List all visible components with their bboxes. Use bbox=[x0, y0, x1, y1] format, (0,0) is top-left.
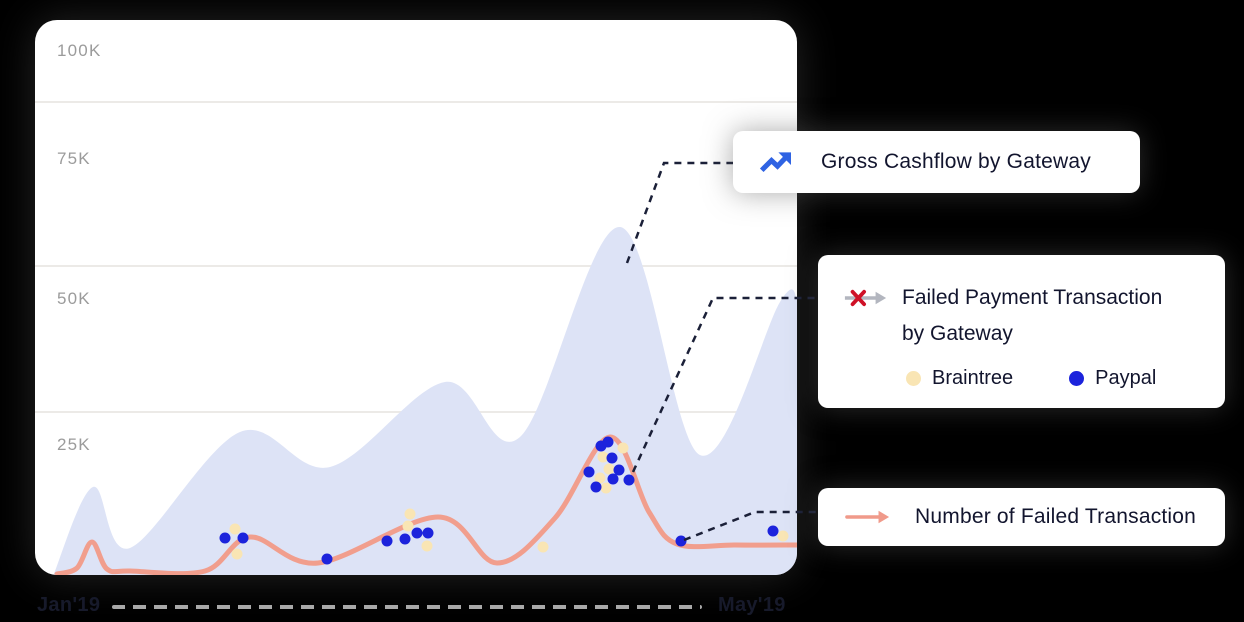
scatter-dot-paypal bbox=[583, 466, 595, 478]
scatter-dot-paypal bbox=[422, 527, 434, 539]
right-arrow-icon bbox=[845, 509, 891, 525]
line-series-failed-count bbox=[54, 434, 797, 575]
callout-failed-count[interactable]: Number of Failed Transaction bbox=[818, 488, 1225, 546]
scatter-dot-braintree bbox=[777, 530, 789, 542]
x-axis-label-end: May'19 bbox=[718, 594, 786, 616]
x-axis-label-start: Jan'19 bbox=[37, 594, 101, 616]
scatter-dot-paypal bbox=[321, 553, 333, 565]
legend-row: Braintree Paypal bbox=[906, 367, 1225, 390]
legend-paypal[interactable]: Paypal bbox=[1069, 367, 1156, 390]
scatter-dot-paypal bbox=[590, 481, 602, 493]
trending-up-icon bbox=[755, 144, 797, 180]
gridline bbox=[35, 265, 797, 267]
callout-title-line1: Failed Payment Transaction bbox=[902, 286, 1163, 309]
scatter-dot-braintree bbox=[537, 541, 549, 553]
scatter-dot-paypal bbox=[607, 473, 619, 485]
scatter-dot-paypal bbox=[219, 532, 231, 544]
chart-panel: 100K 75K 50K 25K bbox=[35, 20, 797, 575]
gridline bbox=[35, 101, 797, 103]
failed-transaction-arrow-icon bbox=[843, 287, 889, 314]
scatter-dot-braintree bbox=[600, 482, 612, 494]
scatter-dot-braintree bbox=[229, 523, 241, 535]
y-axis-label-25k: 25K bbox=[57, 435, 91, 454]
x-axis-dashed-line bbox=[112, 605, 702, 609]
legend-label-braintree: Braintree bbox=[932, 367, 1014, 389]
callout-label: Gross Cashflow by Gateway bbox=[821, 150, 1091, 173]
scatter-dot-braintree bbox=[617, 442, 629, 454]
scatter-dot-braintree bbox=[402, 520, 414, 532]
scatter-dot-braintree bbox=[421, 540, 433, 552]
paypal-dot-icon bbox=[1069, 371, 1085, 386]
callout-gross-cashflow[interactable]: Gross Cashflow by Gateway bbox=[733, 131, 1140, 193]
callout-failed-payment[interactable]: Failed Payment Transaction by Gateway Br… bbox=[818, 255, 1225, 408]
y-axis-label-50k: 50K bbox=[57, 289, 91, 308]
scatter-dot-braintree bbox=[594, 472, 606, 484]
legend-label-paypal: Paypal bbox=[1095, 367, 1157, 389]
scatter-dot-paypal bbox=[381, 535, 393, 547]
scatter-dot-braintree bbox=[404, 508, 416, 520]
braintree-dot-icon bbox=[906, 371, 921, 386]
y-axis-label-100k: 100K bbox=[57, 41, 102, 60]
scatter-dot-paypal bbox=[767, 525, 779, 537]
y-axis-label-75k: 75K bbox=[57, 149, 91, 168]
scatter-dot-paypal bbox=[411, 527, 423, 539]
scatter-dot-paypal bbox=[606, 452, 618, 464]
scatter-dot-paypal bbox=[613, 464, 625, 476]
scatter-dot-paypal bbox=[237, 532, 249, 544]
callout-title-line2: by Gateway bbox=[902, 322, 1013, 345]
legend-braintree[interactable]: Braintree bbox=[906, 367, 1013, 390]
chart-canvas bbox=[53, 226, 797, 575]
scatter-dot-paypal bbox=[623, 474, 635, 486]
scatter-dot-braintree bbox=[597, 451, 609, 463]
scatter-dot-paypal bbox=[675, 535, 687, 547]
callout-label: Number of Failed Transaction bbox=[915, 505, 1197, 528]
scatter-dot-braintree bbox=[231, 548, 243, 560]
area-series-gross-cashflow bbox=[53, 226, 797, 575]
scatter-dot-braintree bbox=[603, 463, 615, 475]
scatter-dot-paypal bbox=[602, 436, 614, 448]
scatter-dot-paypal bbox=[399, 533, 411, 545]
